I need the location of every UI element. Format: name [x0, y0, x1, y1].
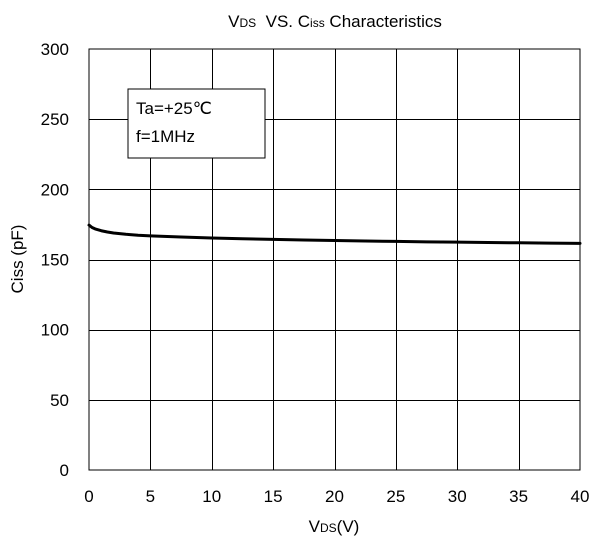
x-tick-label: 15 [264, 487, 283, 506]
x-tick-label: 20 [325, 487, 344, 506]
x-tick-label: 10 [202, 487, 221, 506]
x-tick-label: 30 [448, 487, 467, 506]
x-axis-title: VDS(V) [309, 517, 360, 536]
series-layer [87, 223, 582, 245]
chart-title: VDS VS. Ciss Characteristics [228, 12, 442, 31]
annotation-line-frequency: f=1MHz [136, 127, 195, 146]
y-tick-label: 300 [41, 40, 69, 59]
y-axis-ticks: 0 50 100 150 200 250 300 [41, 40, 69, 480]
x-tick-label: 5 [146, 487, 155, 506]
x-tick-label: 25 [386, 487, 405, 506]
y-tick-label: 150 [41, 251, 69, 270]
y-tick-label: 100 [41, 321, 69, 340]
y-tick-label: 200 [41, 180, 69, 199]
annotation-frame [127, 88, 266, 159]
y-tick-label: 0 [60, 461, 69, 480]
x-tick-label: 35 [509, 487, 528, 506]
annotation-line-temperature: Ta=+25℃ [136, 99, 212, 118]
x-axis-ticks: 0 5 10 15 20 25 30 35 40 [84, 487, 589, 506]
annotation-box: Ta=+25℃ f=1MHz [127, 88, 266, 159]
y-tick-label: 250 [41, 110, 69, 129]
series-line-ciss [87, 223, 582, 245]
y-tick-label: 50 [50, 391, 69, 410]
plot-frame [88, 48, 581, 471]
x-tick-label: 40 [571, 487, 590, 506]
x-tick-label: 0 [84, 487, 93, 506]
y-axis-title: Ciss (pF) [8, 225, 27, 294]
